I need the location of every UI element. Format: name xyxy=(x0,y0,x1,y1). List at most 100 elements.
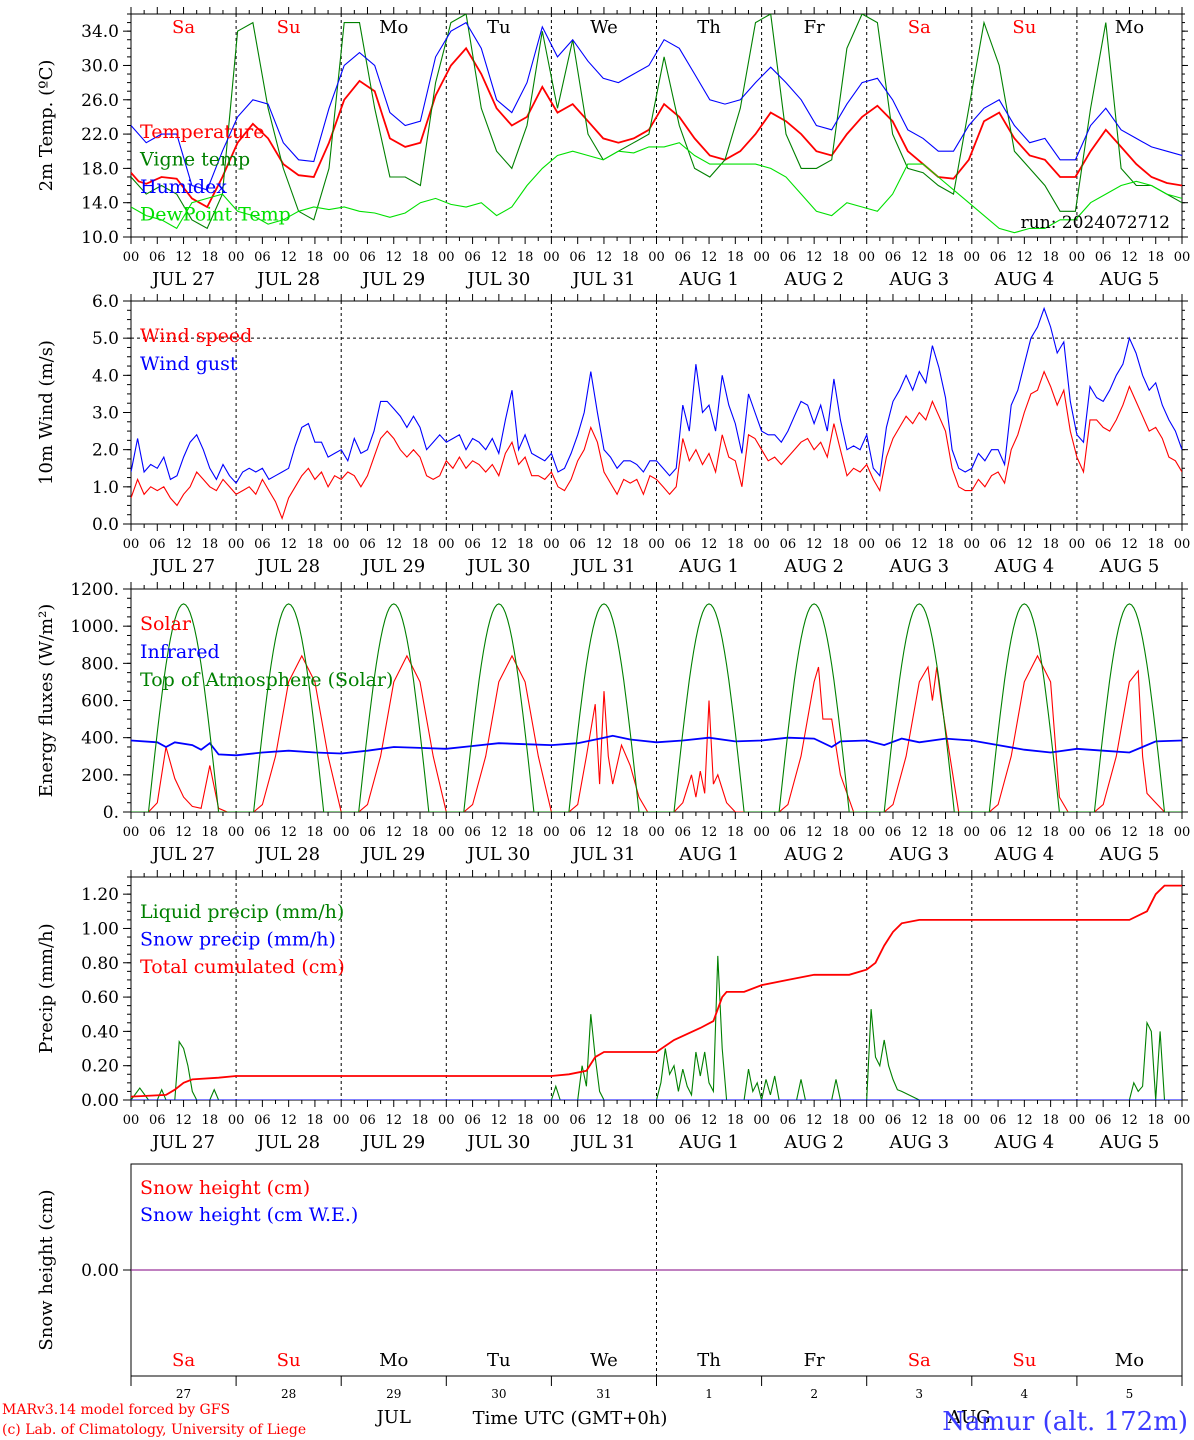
date-label: JUL 31 xyxy=(570,556,635,577)
hour-label: 18 xyxy=(1147,1113,1164,1128)
hour-label: 12 xyxy=(280,250,297,265)
hour-label: 12 xyxy=(175,537,192,552)
weekday-label: Sa xyxy=(908,1350,931,1371)
hour-label: 06 xyxy=(885,825,902,840)
hour-label: 18 xyxy=(832,825,849,840)
date-label: JUL 27 xyxy=(150,1132,215,1153)
hour-label: 00 xyxy=(123,825,140,840)
weekday-label: Tu xyxy=(487,1350,511,1371)
hour-label: 00 xyxy=(123,537,140,552)
series-line-3 xyxy=(131,603,1182,812)
hour-label: 12 xyxy=(596,250,613,265)
hour-label: 12 xyxy=(1016,1113,1033,1128)
legend-entry: Top of Atmosphere (Solar) xyxy=(140,669,393,691)
weekday-label: Sa xyxy=(172,1350,195,1371)
run-label: run: 2024072712 xyxy=(1021,213,1170,233)
hour-label: 00 xyxy=(964,537,981,552)
date-label: AUG 5 xyxy=(1099,1132,1160,1153)
hour-label: 06 xyxy=(359,250,376,265)
hour-label: 00 xyxy=(123,1113,140,1128)
hour-label: 12 xyxy=(175,250,192,265)
day-number-label: 4 xyxy=(1021,1387,1029,1401)
hour-label: 06 xyxy=(885,1113,902,1128)
day-number-label: 1 xyxy=(705,1387,713,1401)
y-tick-label: 2.0 xyxy=(92,441,119,461)
y-tick-label: 0.20 xyxy=(81,1057,119,1077)
hour-label: 06 xyxy=(254,825,271,840)
y-tick-label: 22.0 xyxy=(81,125,119,145)
hour-label: 00 xyxy=(753,250,770,265)
legend-entry: Snow height (cm W.E.) xyxy=(140,1204,358,1226)
hour-label: 06 xyxy=(990,1113,1007,1128)
hour-label: 00 xyxy=(648,825,665,840)
hour-label: 18 xyxy=(832,250,849,265)
hour-label: 12 xyxy=(280,1113,297,1128)
hour-label: 06 xyxy=(675,250,692,265)
hour-label: 18 xyxy=(1147,250,1164,265)
series-line-1 xyxy=(131,654,1182,812)
weekday-label: Th xyxy=(697,17,721,38)
weekday-label: Su xyxy=(277,1350,301,1371)
hour-label: 18 xyxy=(1147,825,1164,840)
hour-label: 18 xyxy=(937,250,954,265)
hour-label: 00 xyxy=(858,825,875,840)
hour-label: 00 xyxy=(858,537,875,552)
hour-label: 06 xyxy=(1095,250,1112,265)
y-tick-label: 26.0 xyxy=(81,91,119,111)
date-label: AUG 4 xyxy=(993,556,1054,577)
date-label: AUG 3 xyxy=(888,556,949,577)
hour-label: 12 xyxy=(596,1113,613,1128)
hour-label: 18 xyxy=(937,537,954,552)
date-label: AUG 3 xyxy=(888,844,949,865)
series-line-2 xyxy=(131,734,1182,757)
legend-entry: DewPoint Temp xyxy=(140,204,291,226)
hour-label: 06 xyxy=(149,1113,166,1128)
hour-label: 18 xyxy=(412,537,429,552)
hour-label: 00 xyxy=(438,825,455,840)
hour-label: 18 xyxy=(517,250,534,265)
panel-4: 00 06 12 18 00 06 12 18 00 06 12 18 00 06 12 18 00 06 12 18… xyxy=(36,870,1190,1153)
y-tick-label: 0.0 xyxy=(92,515,119,535)
hour-label: 00 xyxy=(438,537,455,552)
legend-entry: Wind speed xyxy=(140,325,252,347)
date-label: AUG 2 xyxy=(783,844,844,865)
hour-label: 00 xyxy=(1174,825,1191,840)
series-line-2 xyxy=(131,14,1182,230)
y-tick-label: 0.00 xyxy=(81,1091,119,1111)
hour-label: 18 xyxy=(412,250,429,265)
hour-label: 00 xyxy=(648,1113,665,1128)
panel-5: 0.00 Snow height (cm) Snow height (cm) Snow… xyxy=(36,1163,1188,1377)
hour-label: 18 xyxy=(727,537,744,552)
hour-label: 18 xyxy=(412,825,429,840)
hour-label: 12 xyxy=(701,1113,718,1128)
hour-label: 06 xyxy=(464,537,481,552)
footer-line1: MARv3.14 model forced by GFS xyxy=(2,1402,230,1418)
hour-label: 06 xyxy=(149,825,166,840)
hour-label: 00 xyxy=(1069,250,1086,265)
hour-label: 12 xyxy=(1016,537,1033,552)
hour-label: 12 xyxy=(385,1113,402,1128)
hour-label: 00 xyxy=(753,1113,770,1128)
weekday-label: Sa xyxy=(172,17,195,38)
hour-label: 12 xyxy=(280,537,297,552)
hour-label: 06 xyxy=(569,1113,586,1128)
legend-entry: Wind gust xyxy=(140,353,238,375)
hour-label: 00 xyxy=(333,537,350,552)
day-number-label: 3 xyxy=(915,1387,923,1401)
legend-entry: Temperature xyxy=(140,121,264,143)
hour-label: 00 xyxy=(753,537,770,552)
hour-label: 18 xyxy=(517,825,534,840)
y-tick-label: 0.60 xyxy=(81,988,119,1008)
hour-label: 18 xyxy=(727,250,744,265)
hour-label: 06 xyxy=(569,825,586,840)
hour-label: 06 xyxy=(149,537,166,552)
series-line-1 xyxy=(131,955,1182,1100)
date-label: AUG 3 xyxy=(888,269,949,290)
hour-label: 00 xyxy=(333,1113,350,1128)
day-number-label: 28 xyxy=(281,1387,296,1401)
hour-label: 12 xyxy=(911,825,928,840)
date-label: JUL 28 xyxy=(255,1132,320,1153)
hour-label: 00 xyxy=(753,825,770,840)
hour-label: 18 xyxy=(937,825,954,840)
hour-label: 00 xyxy=(333,250,350,265)
